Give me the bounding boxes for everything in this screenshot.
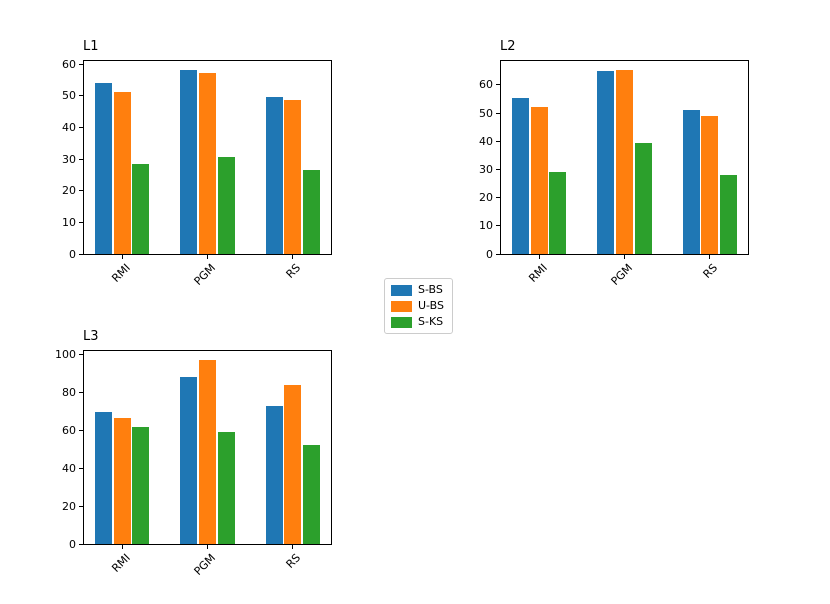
y-tick-label: 80	[62, 386, 76, 400]
legend-item-s-bs: S-BS	[391, 284, 444, 296]
y-tick-mark	[496, 140, 500, 142]
y-tick-label: 30	[479, 162, 493, 176]
x-tick-label-pgm: PGM	[191, 551, 218, 578]
bar-s-ks-rs	[302, 169, 320, 254]
y-tick-mark	[79, 221, 83, 223]
x-tick-mark	[121, 255, 123, 259]
y-tick-mark	[496, 168, 500, 170]
y-tick-mark	[79, 126, 83, 128]
y-tick-label: 20	[62, 499, 76, 513]
legend-label-u-bs: U-BS	[418, 299, 444, 312]
y-tick-mark	[79, 392, 83, 394]
bar-s-ks-rmi	[132, 163, 150, 254]
y-tick-label: 10	[62, 215, 76, 229]
bar-u-bs-rs	[284, 385, 302, 544]
x-tick-mark	[121, 545, 123, 549]
x-tick-mark	[538, 255, 540, 259]
y-tick-mark	[79, 253, 83, 255]
bar-u-bs-rmi	[113, 92, 131, 254]
bar-u-bs-pgm	[199, 73, 216, 254]
y-tick-label: 40	[479, 134, 493, 148]
y-tick-label: 30	[62, 152, 76, 166]
x-tick-label-rmi: RMI	[109, 551, 133, 575]
bar-u-bs-rmi	[113, 418, 131, 544]
bar-s-ks-rmi	[132, 426, 150, 544]
bar-u-bs-pgm	[616, 70, 633, 254]
x-tick-mark	[624, 255, 625, 259]
y-tick-mark	[79, 190, 83, 192]
y-tick-mark	[496, 197, 500, 199]
y-tick-label: 60	[62, 57, 76, 71]
y-tick-label: 40	[62, 461, 76, 475]
bar-s-ks-rs	[719, 175, 737, 254]
plot-area-l1: 0 10 20 30 40 50 60 RMI PGM RS	[62, 59, 332, 288]
bar-u-bs-rmi	[530, 106, 548, 254]
y-tick-label: 20	[62, 184, 76, 198]
y-tick-mark	[79, 63, 83, 65]
bar-s-bs-rs	[265, 405, 283, 544]
bar-s-ks-pgm	[634, 142, 652, 254]
y-tick-mark	[79, 354, 83, 356]
legend-label-s-ks: S-KS	[418, 315, 444, 328]
y-tick-label: 0	[69, 537, 76, 551]
plot-area-l3: 0 20 40 60 80 100 RMI PGM RS	[55, 349, 332, 578]
bar-s-ks-pgm	[217, 431, 235, 544]
bar-s-bs-rmi	[95, 83, 113, 254]
x-tick-mark	[292, 255, 294, 259]
bar-u-bs-rs	[284, 99, 302, 254]
y-tick-label: 60	[479, 78, 493, 92]
y-tick-label: 10	[479, 219, 493, 233]
y-tick-label: 100	[55, 348, 76, 362]
y-tick-label: 20	[479, 191, 493, 205]
x-tick-label-rmi: RMI	[526, 261, 550, 285]
y-tick-mark	[79, 543, 83, 545]
bar-s-bs-pgm	[597, 71, 615, 254]
y-tick-label: 40	[62, 120, 76, 134]
y-tick-mark	[496, 253, 500, 255]
x-tick-mark	[292, 545, 294, 549]
y-tick-mark	[79, 95, 83, 97]
y-tick-label: 0	[486, 247, 493, 261]
y-tick-label: 60	[62, 423, 76, 437]
bar-s-ks-pgm	[217, 157, 235, 254]
y-tick-mark	[496, 225, 500, 227]
x-tick-mark	[207, 255, 208, 259]
x-tick-label-rs: RS	[283, 551, 304, 571]
y-tick-mark	[79, 467, 83, 469]
x-tick-mark	[709, 255, 711, 259]
x-tick-mark	[207, 545, 208, 549]
y-tick-mark	[79, 429, 83, 431]
bar-s-ks-rmi	[549, 172, 567, 254]
y-tick-mark	[79, 158, 83, 160]
legend-swatch-u-bs	[391, 300, 412, 312]
bar-s-bs-rs	[265, 96, 283, 254]
legend-item-u-bs: U-BS	[391, 300, 444, 312]
bar-s-bs-pgm	[180, 70, 198, 254]
y-tick-label: 50	[479, 106, 493, 120]
plot-area-l2: 0 10 20 30 40 50 60 RMI PGM RS	[479, 60, 749, 288]
y-tick-label: 0	[69, 247, 76, 261]
y-tick-mark	[79, 505, 83, 507]
x-tick-label-rs: RS	[700, 261, 721, 281]
x-tick-label-pgm: PGM	[608, 261, 635, 288]
x-tick-label-pgm: PGM	[191, 261, 218, 288]
x-tick-label-rmi: RMI	[109, 261, 133, 285]
legend: S-BS U-BS S-KS	[384, 278, 453, 334]
bar-s-bs-rs	[682, 110, 700, 254]
bar-s-bs-pgm	[180, 377, 198, 544]
legend-label-s-bs: S-BS	[418, 283, 443, 296]
bar-s-bs-rmi	[95, 411, 113, 544]
y-tick-mark	[496, 84, 500, 86]
y-tick-mark	[496, 112, 500, 114]
bar-s-bs-rmi	[512, 97, 530, 254]
legend-swatch-s-ks	[391, 316, 412, 328]
y-tick-label: 50	[62, 89, 76, 103]
bar-u-bs-pgm	[199, 360, 216, 544]
legend-item-s-ks: S-KS	[391, 316, 444, 328]
bar-u-bs-rs	[701, 116, 719, 254]
x-tick-label-rs: RS	[283, 261, 304, 281]
bar-s-ks-rs	[302, 445, 320, 544]
legend-swatch-s-bs	[391, 284, 412, 296]
